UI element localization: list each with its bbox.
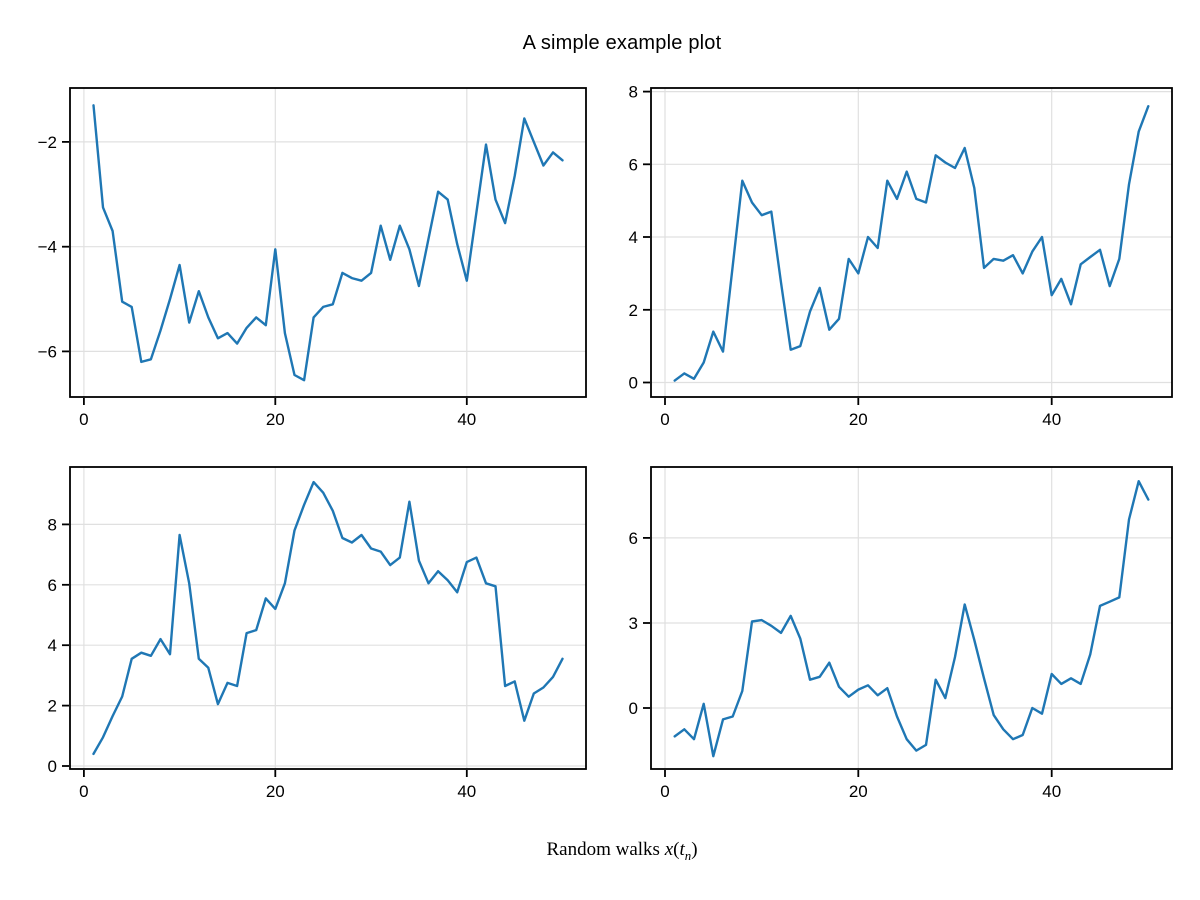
random-walk-line-bottom-left — [92, 480, 564, 756]
axes-spines — [69, 466, 587, 770]
y-tick-label: 4 — [629, 228, 638, 247]
y-tick-label: 6 — [48, 576, 57, 595]
subplot-bottom-right: 0 20 40 0 3 6 — [629, 466, 1173, 801]
axes-spines — [650, 466, 1173, 770]
y-tick-label: −6 — [38, 342, 57, 361]
y-tick-label: 2 — [629, 301, 638, 320]
subplot-bottom-left: 0 20 40 0 2 4 6 8 — [48, 466, 587, 801]
x-tick-label: 20 — [266, 782, 285, 801]
y-tick-label: 8 — [48, 515, 57, 534]
figure-xlabel: Random walks x(tn) — [70, 839, 1174, 863]
xlabel-paren-open: ( — [673, 839, 680, 860]
x-tick-label: 0 — [660, 410, 669, 429]
xlabel-paren-close: ) — [691, 839, 698, 860]
axes-spines — [650, 87, 1173, 398]
y-tick-label: 8 — [629, 83, 638, 102]
axes-spines — [69, 87, 587, 398]
random-walk-line-top-left — [92, 104, 564, 382]
x-tick-label: 40 — [457, 782, 476, 801]
x-tick-label: 20 — [849, 782, 868, 801]
random-walk-line-bottom-right — [673, 480, 1150, 758]
xlabel-math-x: x — [664, 839, 674, 860]
subplot-top-left: 0 20 40 −6 −4 −2 — [38, 87, 587, 429]
y-tick-label: 0 — [629, 699, 638, 718]
xlabel-subscript-n: n — [684, 847, 692, 863]
figure-title: A simple example plot — [522, 32, 722, 54]
y-tick-label: −4 — [38, 238, 57, 257]
y-tick-label: 0 — [48, 757, 57, 776]
random-walk-line-top-right — [673, 104, 1150, 382]
y-tick-label: 0 — [629, 374, 638, 393]
y-tick-label: 2 — [48, 697, 57, 716]
x-tick-label: 0 — [660, 782, 669, 801]
y-tick-label: −2 — [38, 133, 57, 152]
x-tick-label: 40 — [1042, 410, 1061, 429]
x-tick-label: 40 — [1042, 782, 1061, 801]
x-tick-label: 0 — [79, 782, 88, 801]
y-tick-label: 6 — [629, 529, 638, 548]
xlabel-math-t: t — [679, 839, 685, 860]
x-tick-label: 40 — [457, 410, 476, 429]
x-tick-label: 0 — [79, 410, 88, 429]
xlabel-prefix: Random walks — [546, 839, 665, 860]
y-tick-label: 3 — [629, 614, 638, 633]
x-tick-label: 20 — [266, 410, 285, 429]
y-tick-label: 6 — [629, 155, 638, 174]
subplot-top-right: 0 20 40 0 2 4 6 8 — [629, 83, 1173, 429]
y-tick-label: 4 — [48, 636, 57, 655]
x-tick-label: 20 — [849, 410, 868, 429]
